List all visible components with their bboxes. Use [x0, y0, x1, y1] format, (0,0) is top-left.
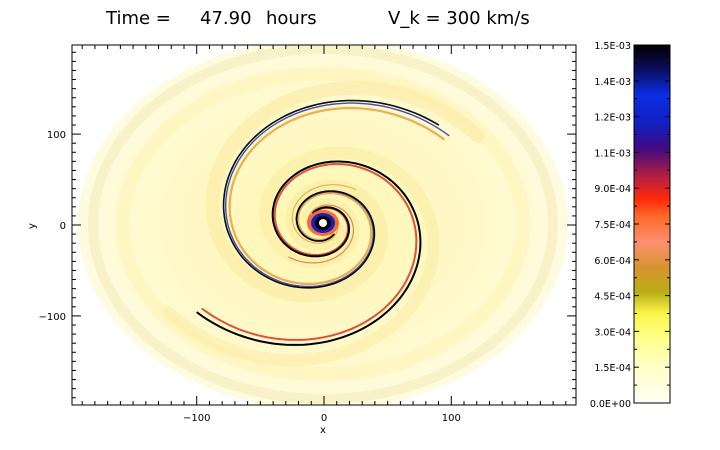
spiral-arm [228, 107, 445, 285]
plot-title: Time = 47.90 hours V_k = 300 km/s [0, 4, 720, 34]
x-tick-label: −100 [183, 413, 210, 424]
colorbar-label: 1.1E-03 [594, 148, 631, 159]
colorbar-label: 1.4E-03 [594, 77, 631, 88]
colorbar-label: 3.0E-04 [594, 327, 631, 338]
x-tick-label: 100 [442, 413, 461, 424]
colorbar-label: 9.0E-04 [594, 184, 631, 195]
colorbar-label: 7.5E-04 [594, 220, 631, 231]
x-tick-label: 0 [321, 413, 327, 424]
spiral-arm [196, 160, 422, 346]
colorbar-label: 1.2E-03 [594, 113, 631, 124]
colorbar-ticks: 1.5E-03 1.4E-03 1.2E-03 1.1E-03 9.0E-04 7.5E-… [590, 41, 670, 410]
colorbar-label: 1.5E-04 [594, 363, 631, 374]
y-tick-label: 0 [60, 221, 66, 232]
time-unit: hours [266, 8, 317, 29]
spiral-arms [162, 80, 485, 367]
colorbar-label: 1.5E-03 [594, 41, 631, 52]
y-axis-label: y [27, 223, 38, 229]
minor-ticks [72, 45, 576, 405]
y-tick-label: 100 [47, 130, 66, 141]
spiral-arm [222, 99, 440, 289]
colorbar-label: 6.0E-04 [594, 256, 631, 267]
velocity-label: V_k = 300 km/s [388, 8, 530, 29]
major-ticks: −100 0 100 100 0 −100 [39, 45, 576, 424]
x-axis-label: x [320, 425, 326, 436]
colorbar-label: 4.5E-04 [594, 292, 631, 303]
central-hole [319, 219, 327, 227]
colorbar-label: 0.0E+00 [590, 399, 631, 410]
time-label: Time = [106, 8, 171, 29]
density-map [78, 45, 568, 405]
y-tick-label: −100 [39, 312, 66, 323]
time-value: 47.90 [200, 8, 252, 29]
colorbar [633, 44, 671, 404]
